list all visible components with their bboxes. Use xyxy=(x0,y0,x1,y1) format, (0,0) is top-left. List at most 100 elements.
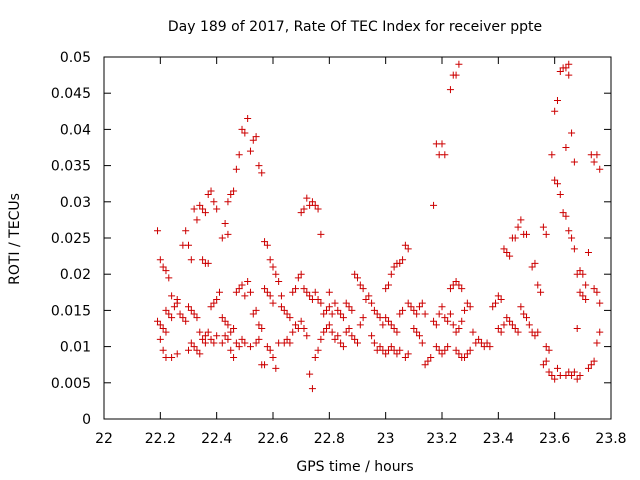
x-tick-label: 22.2 xyxy=(145,431,176,447)
data-point-marker xyxy=(441,346,449,354)
data-point-marker xyxy=(235,151,243,159)
data-point-marker xyxy=(365,292,373,300)
data-point-marker xyxy=(320,310,328,318)
data-point-marker xyxy=(590,357,598,365)
data-point-marker xyxy=(542,230,550,238)
data-point-marker xyxy=(168,292,176,300)
data-point-marker xyxy=(179,314,187,322)
data-point-marker xyxy=(218,339,226,347)
data-point-marker xyxy=(300,205,308,213)
data-point-marker xyxy=(382,285,390,293)
data-point-marker xyxy=(382,314,390,322)
x-tick-label: 22 xyxy=(95,431,113,447)
data-point-marker xyxy=(210,198,218,206)
data-point-marker xyxy=(461,353,469,361)
data-point-marker xyxy=(269,263,277,271)
data-point-marker xyxy=(551,107,559,115)
data-point-marker xyxy=(370,339,378,347)
data-point-marker xyxy=(523,314,530,322)
data-point-marker xyxy=(362,296,370,304)
y-tick-label: 0.05 xyxy=(60,50,91,66)
data-point-marker xyxy=(235,285,243,293)
data-point-marker xyxy=(325,303,333,311)
data-point-marker xyxy=(187,306,195,314)
x-axis-label: GPS time / hours xyxy=(296,459,413,475)
data-point-marker xyxy=(201,209,209,217)
data-point-marker xyxy=(303,332,311,340)
data-point-marker xyxy=(390,325,398,332)
data-point-marker xyxy=(261,238,269,246)
data-point-marker xyxy=(162,267,170,275)
data-point-marker xyxy=(269,299,277,307)
data-point-marker xyxy=(584,248,592,256)
data-point-marker xyxy=(514,223,522,231)
data-point-marker xyxy=(266,256,274,264)
data-point-marker xyxy=(435,310,443,318)
data-point-marker xyxy=(590,285,598,293)
data-point-marker xyxy=(297,209,305,217)
data-point-marker xyxy=(263,241,271,249)
data-point-marker xyxy=(348,332,356,340)
data-point-marker xyxy=(545,346,553,354)
data-point-marker xyxy=(553,96,561,104)
data-point-marker xyxy=(446,86,454,94)
data-point-marker xyxy=(413,328,421,336)
data-point-marker xyxy=(207,303,215,311)
data-point-marker xyxy=(444,343,452,351)
data-point-marker xyxy=(396,346,404,354)
data-point-marker xyxy=(244,277,252,285)
data-point-marker xyxy=(173,350,181,358)
data-point-marker xyxy=(182,227,190,235)
data-point-marker xyxy=(286,339,294,347)
data-point-marker xyxy=(292,321,300,329)
data-point-marker xyxy=(497,296,505,304)
data-point-marker xyxy=(596,299,604,307)
data-point-marker xyxy=(190,310,198,318)
data-point-marker xyxy=(553,180,561,188)
data-point-marker xyxy=(421,361,429,369)
data-point-marker xyxy=(221,317,229,325)
data-point-marker xyxy=(294,274,302,282)
data-point-marker xyxy=(548,372,556,380)
data-point-marker xyxy=(252,306,260,314)
data-point-marker xyxy=(196,328,204,336)
data-point-marker xyxy=(413,310,421,318)
data-point-marker xyxy=(221,220,229,228)
data-point-marker xyxy=(156,321,164,329)
data-point-marker xyxy=(311,353,319,361)
data-point-marker xyxy=(190,343,198,351)
data-point-marker xyxy=(441,151,449,159)
data-point-marker xyxy=(185,346,192,354)
data-point-marker xyxy=(370,306,378,314)
data-point-marker xyxy=(308,198,316,206)
chart-title: Day 189 of 2017, Rate Of TEC Index for r… xyxy=(168,19,542,35)
data-point-marker xyxy=(579,270,587,278)
data-point-marker xyxy=(489,303,497,311)
data-point-marker xyxy=(300,285,308,293)
data-point-marker xyxy=(455,281,463,289)
data-point-marker xyxy=(432,343,440,351)
data-point-marker xyxy=(224,321,232,329)
data-point-marker xyxy=(311,288,319,296)
data-point-marker xyxy=(168,353,176,361)
data-point-marker xyxy=(187,256,195,264)
data-point-marker xyxy=(596,165,604,173)
data-point-marker xyxy=(230,325,238,332)
data-point-marker xyxy=(261,285,269,293)
x-axis-ticks: 22 22.2 22.4 22.6 22.8 23 23.2 23.4 23.6 23.8 xyxy=(95,57,627,447)
data-point-marker xyxy=(303,194,311,202)
data-point-marker xyxy=(314,346,322,354)
data-point-marker xyxy=(590,158,598,166)
y-tick-label: 0.035 xyxy=(51,159,91,175)
data-point-marker xyxy=(232,339,240,347)
data-point-marker xyxy=(466,346,474,354)
data-point-marker xyxy=(463,350,471,358)
data-point-marker xyxy=(263,343,271,351)
data-point-marker xyxy=(227,191,235,199)
data-point-marker xyxy=(376,343,384,351)
data-point-marker xyxy=(418,299,426,307)
data-point-marker xyxy=(199,256,207,264)
data-point-marker xyxy=(373,310,381,318)
data-point-marker xyxy=(328,310,336,318)
data-point-marker xyxy=(227,346,235,354)
